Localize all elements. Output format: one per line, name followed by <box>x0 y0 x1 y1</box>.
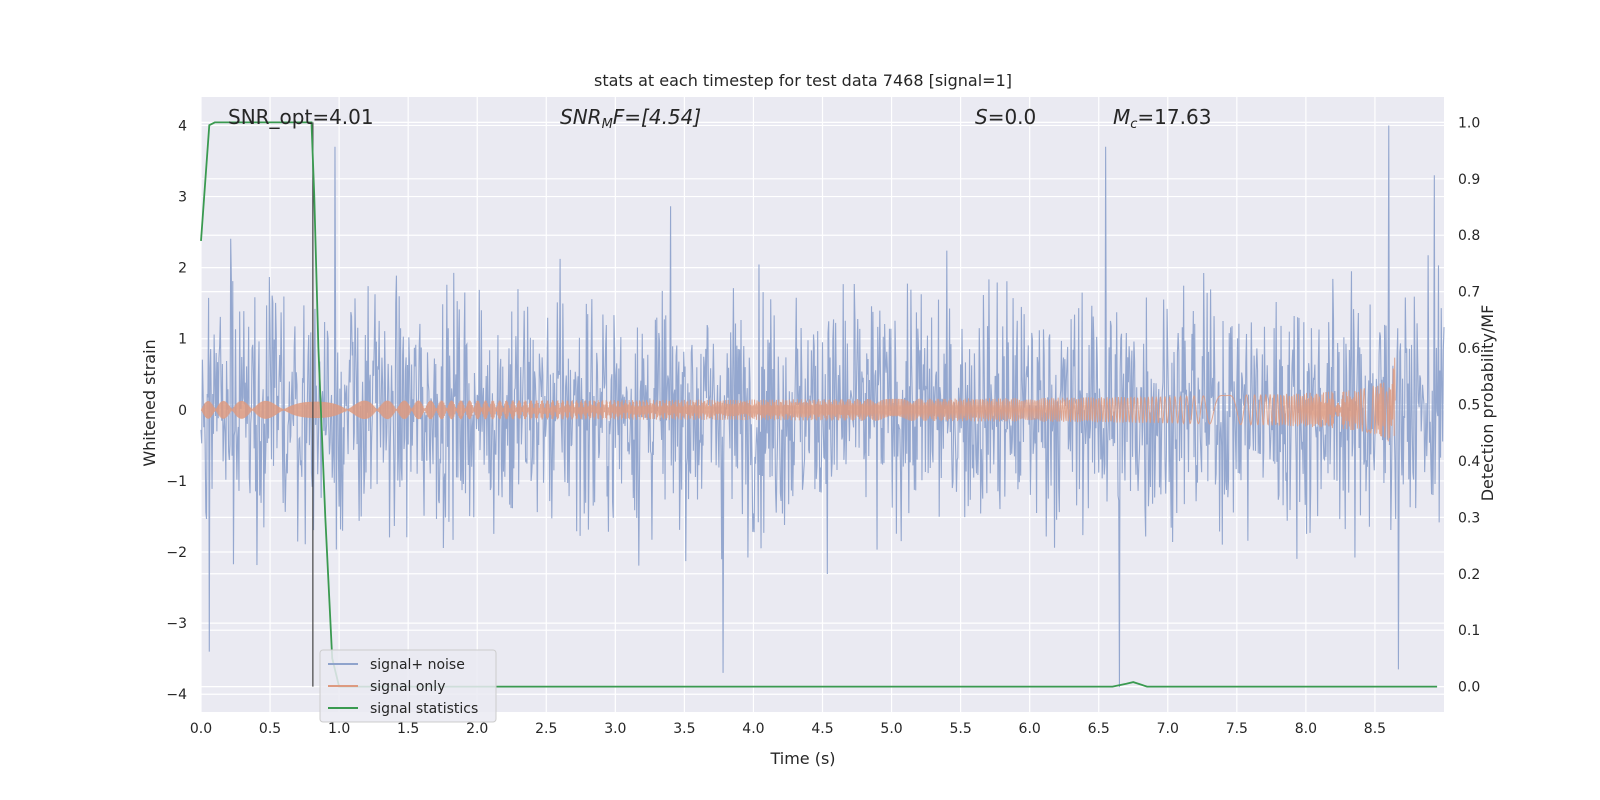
y-left-tick-label: 2 <box>178 261 187 277</box>
y-right-tick-label: 0.9 <box>1458 172 1480 188</box>
series-signal-plus-noise <box>200 125 1445 688</box>
y-left-tick-label: 1 <box>178 332 187 348</box>
annotation-s-rest: =0.0 <box>988 105 1037 129</box>
x-axis-label: Time (s) <box>769 749 835 768</box>
x-tick-label: 2.0 <box>466 721 488 737</box>
y-right-tick-label: 0.0 <box>1458 680 1480 696</box>
x-tick-label: 0.0 <box>190 721 212 737</box>
y-left-tick-labels: −4 −3 −2 −1 0 1 2 3 4 <box>166 118 187 703</box>
y-right-axis-label: Detection probability/MF <box>1478 305 1497 502</box>
noise-trace <box>200 125 1445 688</box>
x-tick-label: 2.5 <box>535 721 557 737</box>
annotation-s: S=0.0 <box>975 105 1036 129</box>
y-right-tick-label: 1.0 <box>1458 115 1480 131</box>
y-right-tick-label: 0.5 <box>1458 398 1480 414</box>
y-left-tick-label: −1 <box>166 474 187 490</box>
legend-entry-stat: signal statistics <box>370 701 478 717</box>
annotation-mc: Mc=17.63 <box>1113 105 1211 132</box>
annotation-snr-mf: SNRMF=[4.54] <box>560 105 701 132</box>
x-tick-label: 7.5 <box>1226 721 1248 737</box>
annotation-mc-sub: c <box>1130 117 1137 132</box>
annotation-s-sym: S <box>975 105 988 129</box>
annotation-mc-sym: M <box>1113 105 1130 129</box>
x-tick-label: 3.0 <box>604 721 626 737</box>
annotation-snr-mf-rest: F=[4.54] <box>613 105 701 129</box>
series-signal-only <box>200 357 1396 442</box>
x-tick-label: 1.0 <box>328 721 350 737</box>
x-tick-label: 4.5 <box>811 721 833 737</box>
annotation-snr-opt: SNR_opt=4.01 <box>228 105 374 129</box>
signal-trace <box>200 357 1396 442</box>
y-right-tick-label: 0.1 <box>1458 623 1480 639</box>
x-tick-label: 0.5 <box>259 721 281 737</box>
y-right-tick-label: 0.8 <box>1458 228 1480 244</box>
series-signal-statistics <box>200 121 1438 688</box>
annotation-mc-rest: =17.63 <box>1137 105 1211 129</box>
x-tick-label: 8.0 <box>1295 721 1317 737</box>
legend: signal+ noise signal only signal statist… <box>319 649 497 723</box>
annotation-snr-mf-base: SNR <box>560 105 602 129</box>
y-right-tick-label: 0.2 <box>1458 567 1480 583</box>
y-right-tick-labels: 0.0 0.1 0.2 0.3 0.4 0.5 0.6 0.7 0.8 0.9 1.0 <box>1458 115 1480 695</box>
x-tick-labels: 0.0 0.5 1.0 1.5 2.0 2.5 3.0 3.5 4.0 4.5 5.0 5.5 6.0 6… <box>190 721 1386 737</box>
y-right-tick-label: 0.6 <box>1458 341 1480 357</box>
x-tick-label: 5.0 <box>880 721 902 737</box>
y-right-tick-label: 0.4 <box>1458 454 1480 470</box>
x-tick-label: 1.5 <box>397 721 419 737</box>
y-left-tick-label: −4 <box>166 687 187 703</box>
x-tick-label: 3.5 <box>673 721 695 737</box>
x-tick-label: 8.5 <box>1364 721 1386 737</box>
legend-entry-signal: signal only <box>370 679 445 695</box>
legend-box <box>319 649 497 723</box>
chart-title: stats at each timestep for test data 746… <box>594 71 1012 90</box>
annotation-snr-mf-sub: M <box>602 117 613 132</box>
y-left-tick-label: −3 <box>166 616 187 632</box>
x-tick-label: 7.0 <box>1157 721 1179 737</box>
y-left-tick-label: −2 <box>166 545 187 561</box>
y-right-tick-label: 0.3 <box>1458 510 1480 526</box>
x-tick-label: 4.0 <box>742 721 764 737</box>
y-left-tick-label: 3 <box>178 190 187 206</box>
y-left-axis-label: Whitened strain <box>140 339 159 466</box>
y-right-tick-label: 0.7 <box>1458 285 1480 301</box>
x-tick-label: 6.0 <box>1019 721 1041 737</box>
legend-entry-noise: signal+ noise <box>370 657 465 673</box>
x-tick-label: 6.5 <box>1088 721 1110 737</box>
x-tick-label: 5.5 <box>949 721 971 737</box>
y-left-tick-label: 0 <box>178 403 187 419</box>
y-left-tick-label: 4 <box>178 118 187 134</box>
